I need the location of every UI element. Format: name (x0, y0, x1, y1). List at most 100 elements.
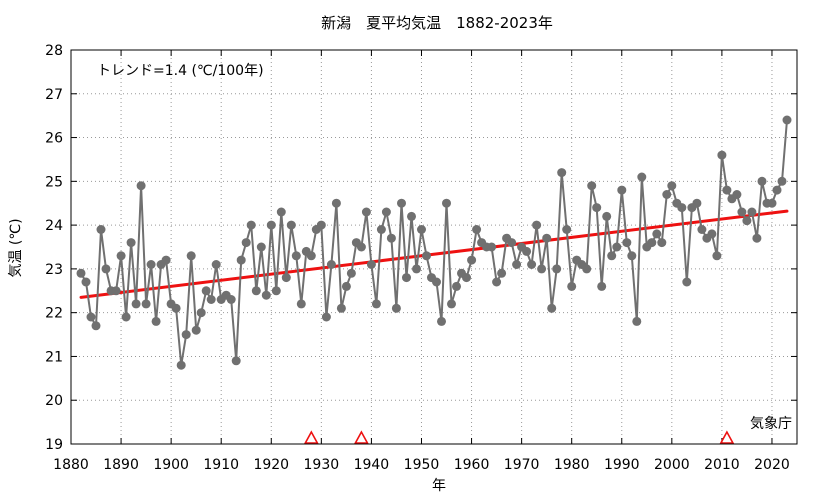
data-point (742, 216, 752, 226)
source-label: 気象庁 (750, 416, 792, 432)
data-point (712, 251, 722, 261)
x-tick-label: 1930 (304, 457, 340, 473)
data-point (136, 181, 146, 191)
data-point (487, 242, 497, 252)
data-point (547, 303, 557, 313)
trend-layer (79, 209, 789, 299)
data-point (131, 299, 141, 309)
data-point (391, 303, 401, 313)
y-tick-label: 22 (45, 306, 63, 322)
data-point (321, 312, 331, 322)
data-point (412, 264, 421, 274)
trend-line (79, 209, 789, 299)
data-point (121, 312, 131, 322)
x-tick-label: 1970 (504, 457, 540, 473)
data-point (226, 295, 236, 304)
station-change-marker (719, 430, 735, 444)
data-point (452, 281, 461, 291)
data-point (326, 260, 336, 269)
data-point (116, 251, 126, 261)
data-point (532, 220, 542, 230)
data-point (231, 356, 241, 366)
x-tick-label: 1980 (554, 457, 590, 473)
data-point (612, 242, 622, 252)
data-point (697, 225, 707, 234)
data-point (141, 299, 151, 309)
data-point (196, 308, 206, 318)
data-point (637, 172, 647, 182)
data-point (777, 176, 787, 186)
data-point (206, 295, 216, 304)
data-point (677, 203, 687, 213)
x-tick-label: 1960 (454, 457, 490, 473)
data-point (582, 264, 592, 274)
x-axis-ticks: 1880 1890 1900 1910 1920 1930 1940 1950 1960 1970… (53, 50, 790, 473)
x-tick-label: 1890 (103, 457, 139, 473)
data-point (462, 273, 471, 283)
data-point (627, 251, 637, 261)
data-point (567, 281, 577, 291)
data-point (176, 360, 186, 370)
data-point (251, 286, 261, 296)
data-point (161, 255, 171, 265)
data-point (146, 260, 156, 269)
y-axis-label: 気温 (℃) (8, 218, 24, 277)
series-line (80, 119, 788, 366)
grid (71, 50, 797, 444)
data-point (126, 238, 136, 248)
data-point (447, 299, 456, 309)
data-point (376, 225, 386, 234)
y-tick-label: 26 (45, 131, 63, 147)
x-axis-label: 年 (432, 478, 446, 494)
y-axis-ticks: 19 20 21 22 23 24 25 26 27 28 (45, 43, 797, 453)
y-tick-label: 19 (45, 437, 63, 453)
data-point (562, 225, 572, 234)
x-tick-label: 2000 (654, 457, 690, 473)
x-tick-label: 1990 (604, 457, 640, 473)
data-point (296, 299, 306, 309)
data-point (492, 277, 502, 287)
data-point (707, 229, 717, 239)
data-point (286, 220, 296, 230)
data-point (256, 242, 266, 252)
data-point (772, 185, 782, 195)
data-point (657, 238, 667, 248)
data-point (527, 260, 537, 269)
data-point (276, 207, 286, 217)
data-point (667, 181, 677, 191)
data-point (722, 185, 732, 195)
data-point (266, 220, 276, 230)
data-point (682, 277, 692, 287)
station-change-marker (303, 430, 319, 444)
data-point (402, 273, 411, 283)
data-point (692, 198, 702, 208)
x-tick-label: 1880 (53, 457, 89, 473)
data-point (281, 273, 291, 283)
data-point (91, 321, 101, 331)
data-point (261, 290, 271, 300)
data-point (236, 255, 246, 265)
data-point (241, 238, 251, 248)
data-point (432, 277, 441, 287)
y-tick-label: 24 (45, 218, 63, 234)
y-tick-label: 28 (45, 43, 63, 59)
data-point (341, 281, 351, 291)
data-point (507, 238, 517, 248)
data-point (366, 260, 376, 269)
data-point (291, 251, 301, 261)
data-point (111, 286, 121, 296)
y-tick-label: 23 (45, 262, 63, 278)
x-tick-label: 1940 (354, 457, 390, 473)
data-point (211, 260, 221, 269)
x-tick-label: 2020 (754, 457, 790, 473)
data-point (346, 268, 356, 278)
data-point (422, 251, 431, 261)
data-point (151, 316, 161, 326)
data-point (592, 203, 602, 213)
data-point (397, 198, 406, 208)
data-point (512, 260, 522, 269)
data-point (632, 316, 642, 326)
data-point (752, 233, 762, 243)
data-point (557, 168, 567, 178)
